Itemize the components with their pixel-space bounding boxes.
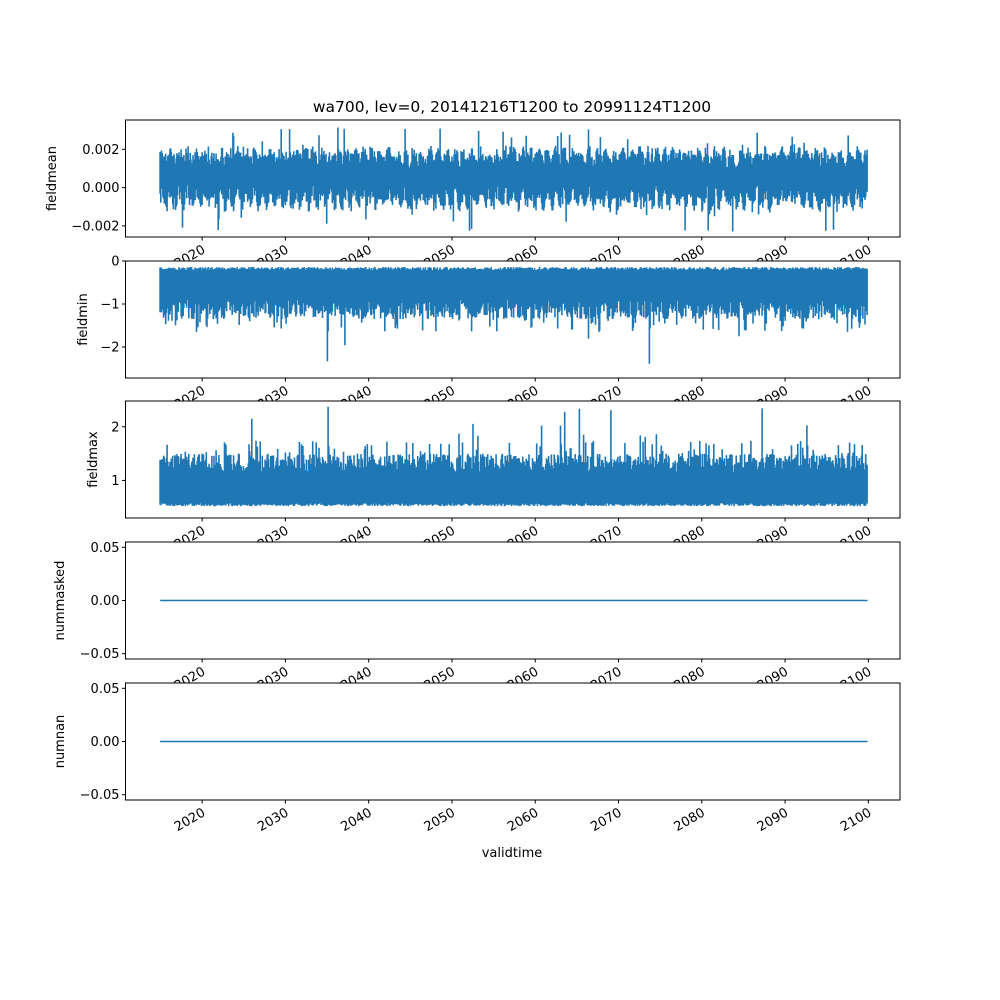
series-fieldmin: [159, 267, 868, 364]
y-tick-label: 0.05: [91, 541, 120, 556]
data-line: [159, 267, 868, 364]
data-line: [159, 127, 868, 232]
y-tick-label: 1: [111, 474, 119, 489]
y-axis-label: nummasked: [53, 561, 68, 641]
y-tick-label: −0.05: [80, 788, 120, 803]
y-tick-label: 0: [111, 255, 119, 270]
y-tick-label: −2: [100, 341, 119, 356]
y-axis-label: fieldmean: [45, 146, 60, 211]
axes-frame: [125, 260, 901, 379]
series-fieldmean: [159, 127, 868, 232]
y-tick-label: 0.002: [82, 143, 119, 158]
axes-frame: [125, 400, 901, 519]
axes-frame: [125, 119, 901, 238]
y-tick-label: 0.000: [82, 181, 119, 196]
y-axis-label: fieldmax: [86, 431, 101, 488]
y-tick-label: 0.05: [91, 682, 120, 697]
y-tick-label: −1: [100, 298, 119, 313]
y-axis-label: fieldmin: [76, 293, 91, 346]
y-tick-label: 2: [111, 420, 119, 435]
y-tick-label: −0.002: [71, 219, 119, 234]
chart-title: wa700, lev=0, 20141216T1200 to 20991124T…: [313, 98, 711, 116]
x-axis-label: validtime: [482, 846, 543, 861]
y-tick-label: 0.00: [91, 594, 120, 609]
data-line: [159, 406, 868, 507]
y-axis-label: numnan: [53, 715, 68, 769]
y-tick-label: 0.00: [91, 735, 120, 750]
series-fieldmax: [159, 406, 868, 507]
y-tick-label: −0.05: [80, 647, 120, 662]
